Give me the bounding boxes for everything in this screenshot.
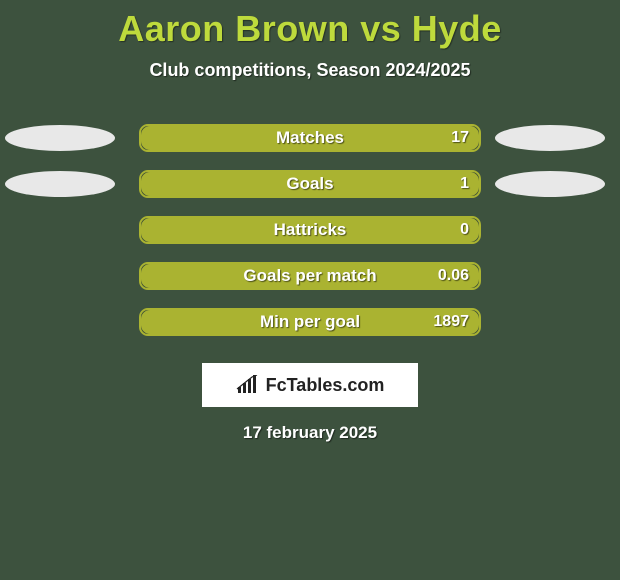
bar-track: Min per goal 1897 [139, 308, 481, 336]
bar-chart-icon [236, 375, 260, 395]
date-text: 17 february 2025 [0, 423, 620, 443]
stat-row: Goals per match 0.06 [0, 253, 620, 299]
stat-row: Goals 1 [0, 161, 620, 207]
bar-track: Goals per match 0.06 [139, 262, 481, 290]
stat-label: Matches [276, 128, 344, 148]
bar-track: Goals 1 [139, 170, 481, 198]
stat-row: Min per goal 1897 [0, 299, 620, 345]
bar-track: Matches 17 [139, 124, 481, 152]
placeholder-ellipse-left [5, 171, 115, 197]
page-subtitle: Club competitions, Season 2024/2025 [0, 60, 620, 81]
page-title: Aaron Brown vs Hyde [0, 0, 620, 50]
stat-label: Min per goal [260, 312, 360, 332]
stat-row: Matches 17 [0, 115, 620, 161]
stat-value: 17 [451, 129, 469, 147]
bar-track: Hattricks 0 [139, 216, 481, 244]
logo-text: FcTables.com [266, 375, 385, 396]
chart-rows: Matches 17 Goals 1 Hattricks 0 Goals per match… [0, 115, 620, 345]
stat-label: Goals per match [243, 266, 376, 286]
site-logo: FcTables.com [202, 363, 418, 407]
page-root: Aaron Brown vs Hyde Club competitions, S… [0, 0, 620, 580]
comparison-chart: Matches 17 Goals 1 Hattricks 0 Goals per match… [0, 115, 620, 345]
stat-value: 0.06 [438, 267, 469, 285]
stat-value: 1897 [433, 313, 469, 331]
stat-value: 1 [460, 175, 469, 193]
placeholder-ellipse-right [495, 171, 605, 197]
stat-label: Hattricks [274, 220, 347, 240]
stat-row: Hattricks 0 [0, 207, 620, 253]
placeholder-ellipse-left [5, 125, 115, 151]
stat-label: Goals [286, 174, 333, 194]
stat-value: 0 [460, 221, 469, 239]
placeholder-ellipse-right [495, 125, 605, 151]
